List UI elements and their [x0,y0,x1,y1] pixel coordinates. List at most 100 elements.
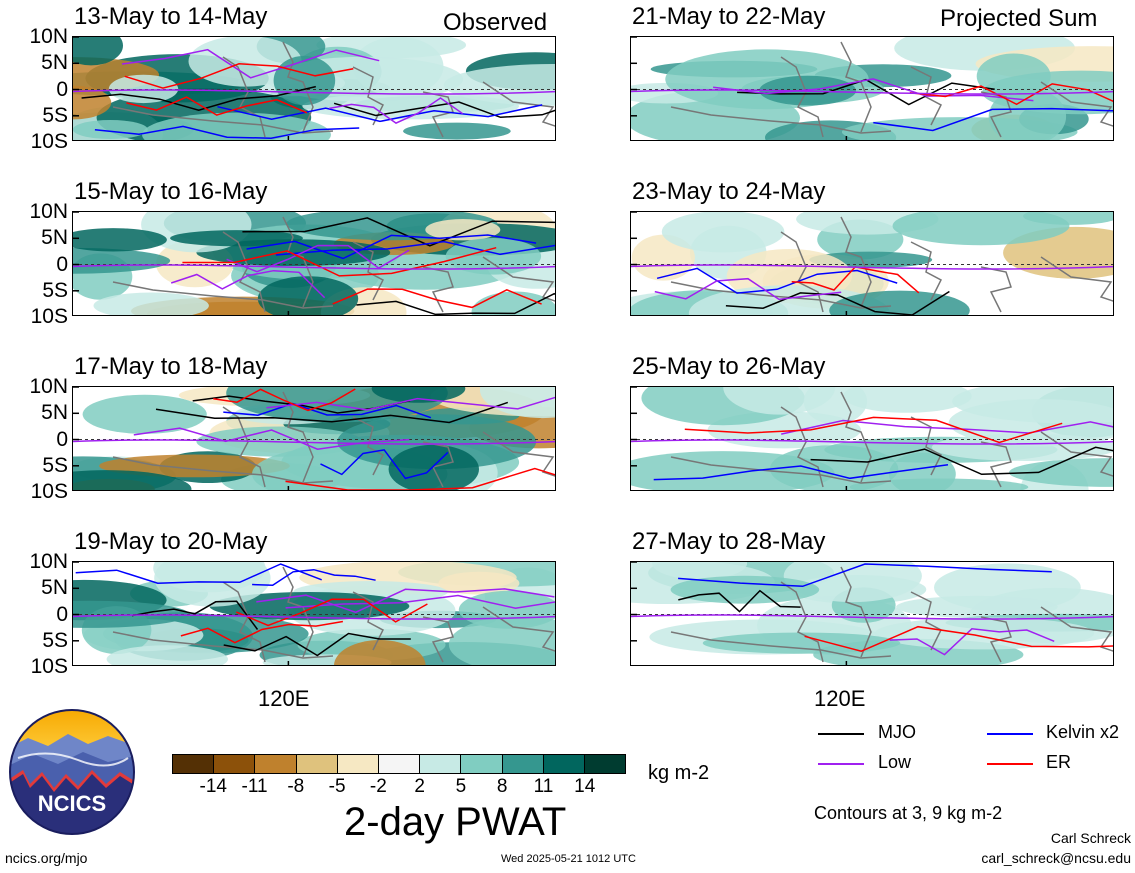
panel-title: 21-May to 22-May [632,3,826,30]
lat-label: 0 [56,602,68,626]
pwat-shade [73,85,112,120]
colorbar-tick-label: -8 [287,776,305,797]
coastline [670,106,892,134]
pwat-shade [702,632,901,654]
pwat-shade [73,228,167,252]
lat-label: 10S [30,480,68,503]
low-contour [631,264,1113,270]
colorbar-swatch [419,755,461,773]
map-panel [630,386,1114,491]
colorbar-tick-label: 5 [455,776,467,797]
colorbar-tick-label: -2 [369,776,387,797]
lat-label: 5S [42,103,68,127]
panel-title: 19-May to 20-May [74,528,268,555]
panel-title: 13-May to 14-May [74,3,268,30]
coastline [222,566,555,663]
kelvin-contour [246,234,537,260]
mjo-contour [678,589,801,613]
map-panel [72,36,556,141]
pwat-shade [843,387,972,413]
pwat-shade [661,212,785,253]
coastline [780,41,1113,138]
coastline [670,456,892,484]
panel-title: 27-May to 28-May [632,528,826,555]
pwat-shade [142,112,331,140]
low-contour [631,614,1113,620]
pwat-shade [93,292,209,315]
colorbar-swatch [583,755,626,773]
er-contour [332,288,542,309]
coastline [780,391,1113,488]
map-panel [72,561,556,666]
mjo-contour [725,290,950,315]
colorbar-ticks: -14 -11 -8 -5 -2 2 5 8 11 14 [172,776,626,800]
pwat-shade [443,64,555,106]
footer-url[interactable]: ncics.org/mjo [5,850,88,866]
low-contour [285,594,555,609]
low-contour [73,264,555,270]
colorbar-swatch [173,755,214,773]
pwat-shade [403,122,511,140]
coastline [112,106,334,134]
pwat-shade [273,55,336,106]
kelvin-contour [678,563,1052,588]
logo-text: NCICS [38,791,106,816]
lat-label: 0 [56,427,68,451]
mjo-contour [242,217,555,247]
legend-mjo-line [818,733,864,735]
coastline [670,631,892,659]
lat-label: 0 [56,77,68,101]
colorbar-tick-label: 2 [414,776,425,797]
colorbar-tick-label: 8 [496,776,508,797]
mjo-contour [223,632,411,657]
mjo-contour [356,292,555,315]
pwat-shade [73,470,192,490]
lat-label: 10S [30,655,68,678]
low-contour [654,277,842,301]
pwat-shade [337,414,537,470]
colorbar-swatch [213,755,255,773]
er-contour [909,83,1113,106]
colorbar-swatch [377,755,420,773]
mjo-contour [155,401,509,424]
colorbar-tick-label: -14 [199,776,227,797]
pwat-shade [948,399,1113,447]
map-panel [72,211,556,316]
projected-label: Projected Sum [940,5,1098,32]
kelvin-contour [873,107,1113,132]
panel-title: 25-May to 26-May [632,353,826,380]
pwat-shade [106,645,228,665]
low-contour [329,97,464,124]
footer-timestamp: Wed 2025-05-21 1012 UTC [501,853,636,865]
panel-title: 17-May to 18-May [74,353,268,380]
mjo-contour [131,600,259,630]
pwat-shade [73,37,123,66]
legend-low-label: Low [878,752,912,772]
pwat-shade [302,93,519,120]
legend-low-line [818,763,864,765]
colorbar-swatch [254,755,296,773]
pwat-shade [723,387,836,415]
kelvin-contour [653,464,949,481]
lat-label: 5S [42,628,68,652]
mjo-contour [333,101,555,119]
pwat-shade [73,600,190,628]
coastline [780,216,1113,313]
legend-kelvin-line [987,733,1033,735]
lat-label: 10N [29,375,68,398]
pwat-shade [874,617,1095,650]
ncics-logo: NCICS [8,708,136,836]
colorbar-swatch [460,755,502,773]
kelvin-contour [656,267,898,294]
mjo-contour [81,85,316,111]
er-contour [126,96,308,116]
low-contour [170,269,326,299]
colorbar-units: kg m-2 [648,762,710,784]
map-panel [630,211,1114,316]
map-panel [72,386,556,491]
er-contour [182,246,497,277]
low-contour [256,588,555,614]
footer-email[interactable]: carl_schreck@ncsu.edu [981,850,1131,866]
low-contour [631,89,1113,95]
legend-kelvin-label: Kelvin x2 [1046,722,1120,742]
